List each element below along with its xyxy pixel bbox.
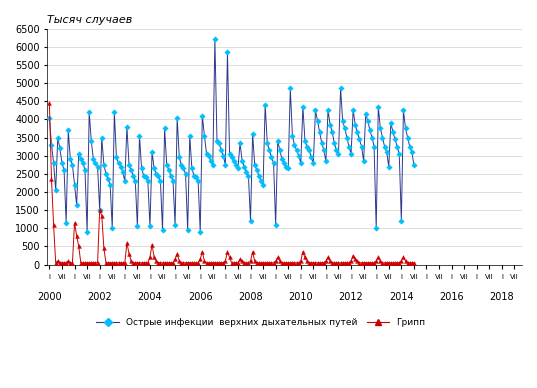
Legend: Острые инфекции  верхних дыхательных путей, Грипп: Острые инфекции верхних дыхательных путе… [93, 315, 429, 331]
Text: Тысяч случаев: Тысяч случаев [47, 15, 133, 25]
